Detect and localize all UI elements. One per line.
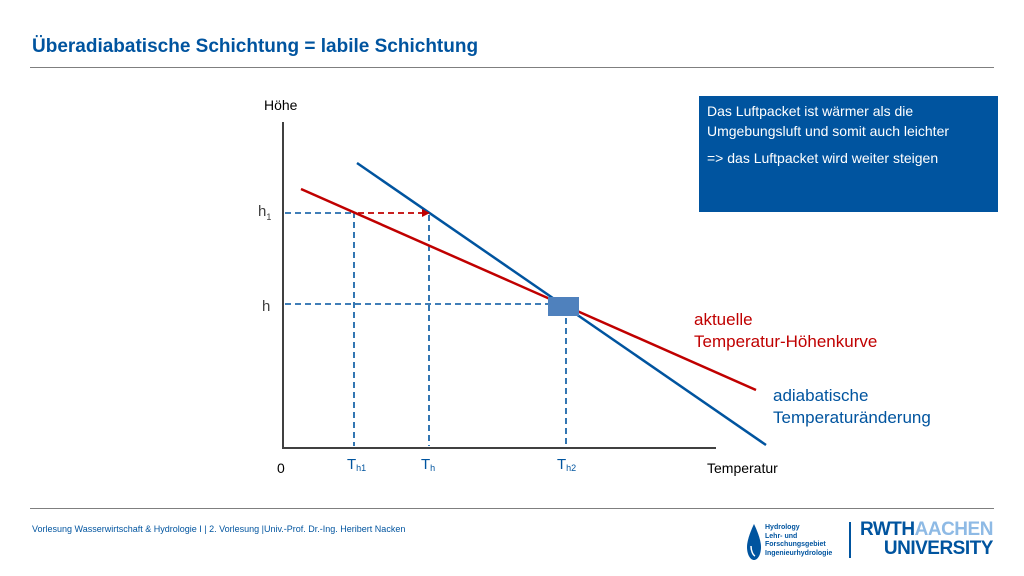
- title-divider: [30, 67, 994, 68]
- callout-text-1: Das Luftpacket ist wärmer als die Umgebu…: [707, 103, 950, 139]
- actual-temperature-curve: [300, 187, 757, 392]
- adiabatic-curve-label: adiabatische Temperaturänderung: [773, 386, 931, 427]
- callout-text-2: => das Luftpacket wird weiter steigen: [707, 150, 939, 166]
- temp-th1-label: Th1: [347, 456, 367, 473]
- explanation-callout: Das Luftpacket ist wärmer als die Umgebu…: [699, 96, 998, 212]
- logo-separator: [849, 522, 851, 558]
- x-axis-label: Temperatur: [707, 460, 778, 476]
- origin-label: 0: [277, 460, 285, 476]
- rwth-logo: RWTHAACHEN UNIVERSITY: [860, 519, 993, 559]
- hydrology-logo-text: Hydrology Lehr- und Forschungsgebiet Ing…: [765, 524, 833, 557]
- y-axis-label: Höhe: [264, 97, 298, 113]
- slide-title: Überadiabatische Schichtung = labile Sch…: [32, 36, 479, 57]
- air-parcel: [548, 297, 579, 316]
- water-drop-icon: [747, 524, 761, 560]
- logo-area: Hydrology Lehr- und Forschungsgebiet Ing…: [746, 518, 998, 562]
- temp-th-label: Th: [421, 456, 436, 473]
- level-h-label: h: [262, 298, 271, 315]
- footer-text: Vorlesung Wasserwirtschaft & Hydrologie …: [32, 524, 406, 534]
- footer-divider: [30, 508, 994, 509]
- level-h1-label: h1: [258, 203, 272, 222]
- actual-curve-label: aktuelle Temperatur-Höhenkurve: [694, 310, 878, 351]
- temp-th2-label: Th2: [557, 456, 577, 473]
